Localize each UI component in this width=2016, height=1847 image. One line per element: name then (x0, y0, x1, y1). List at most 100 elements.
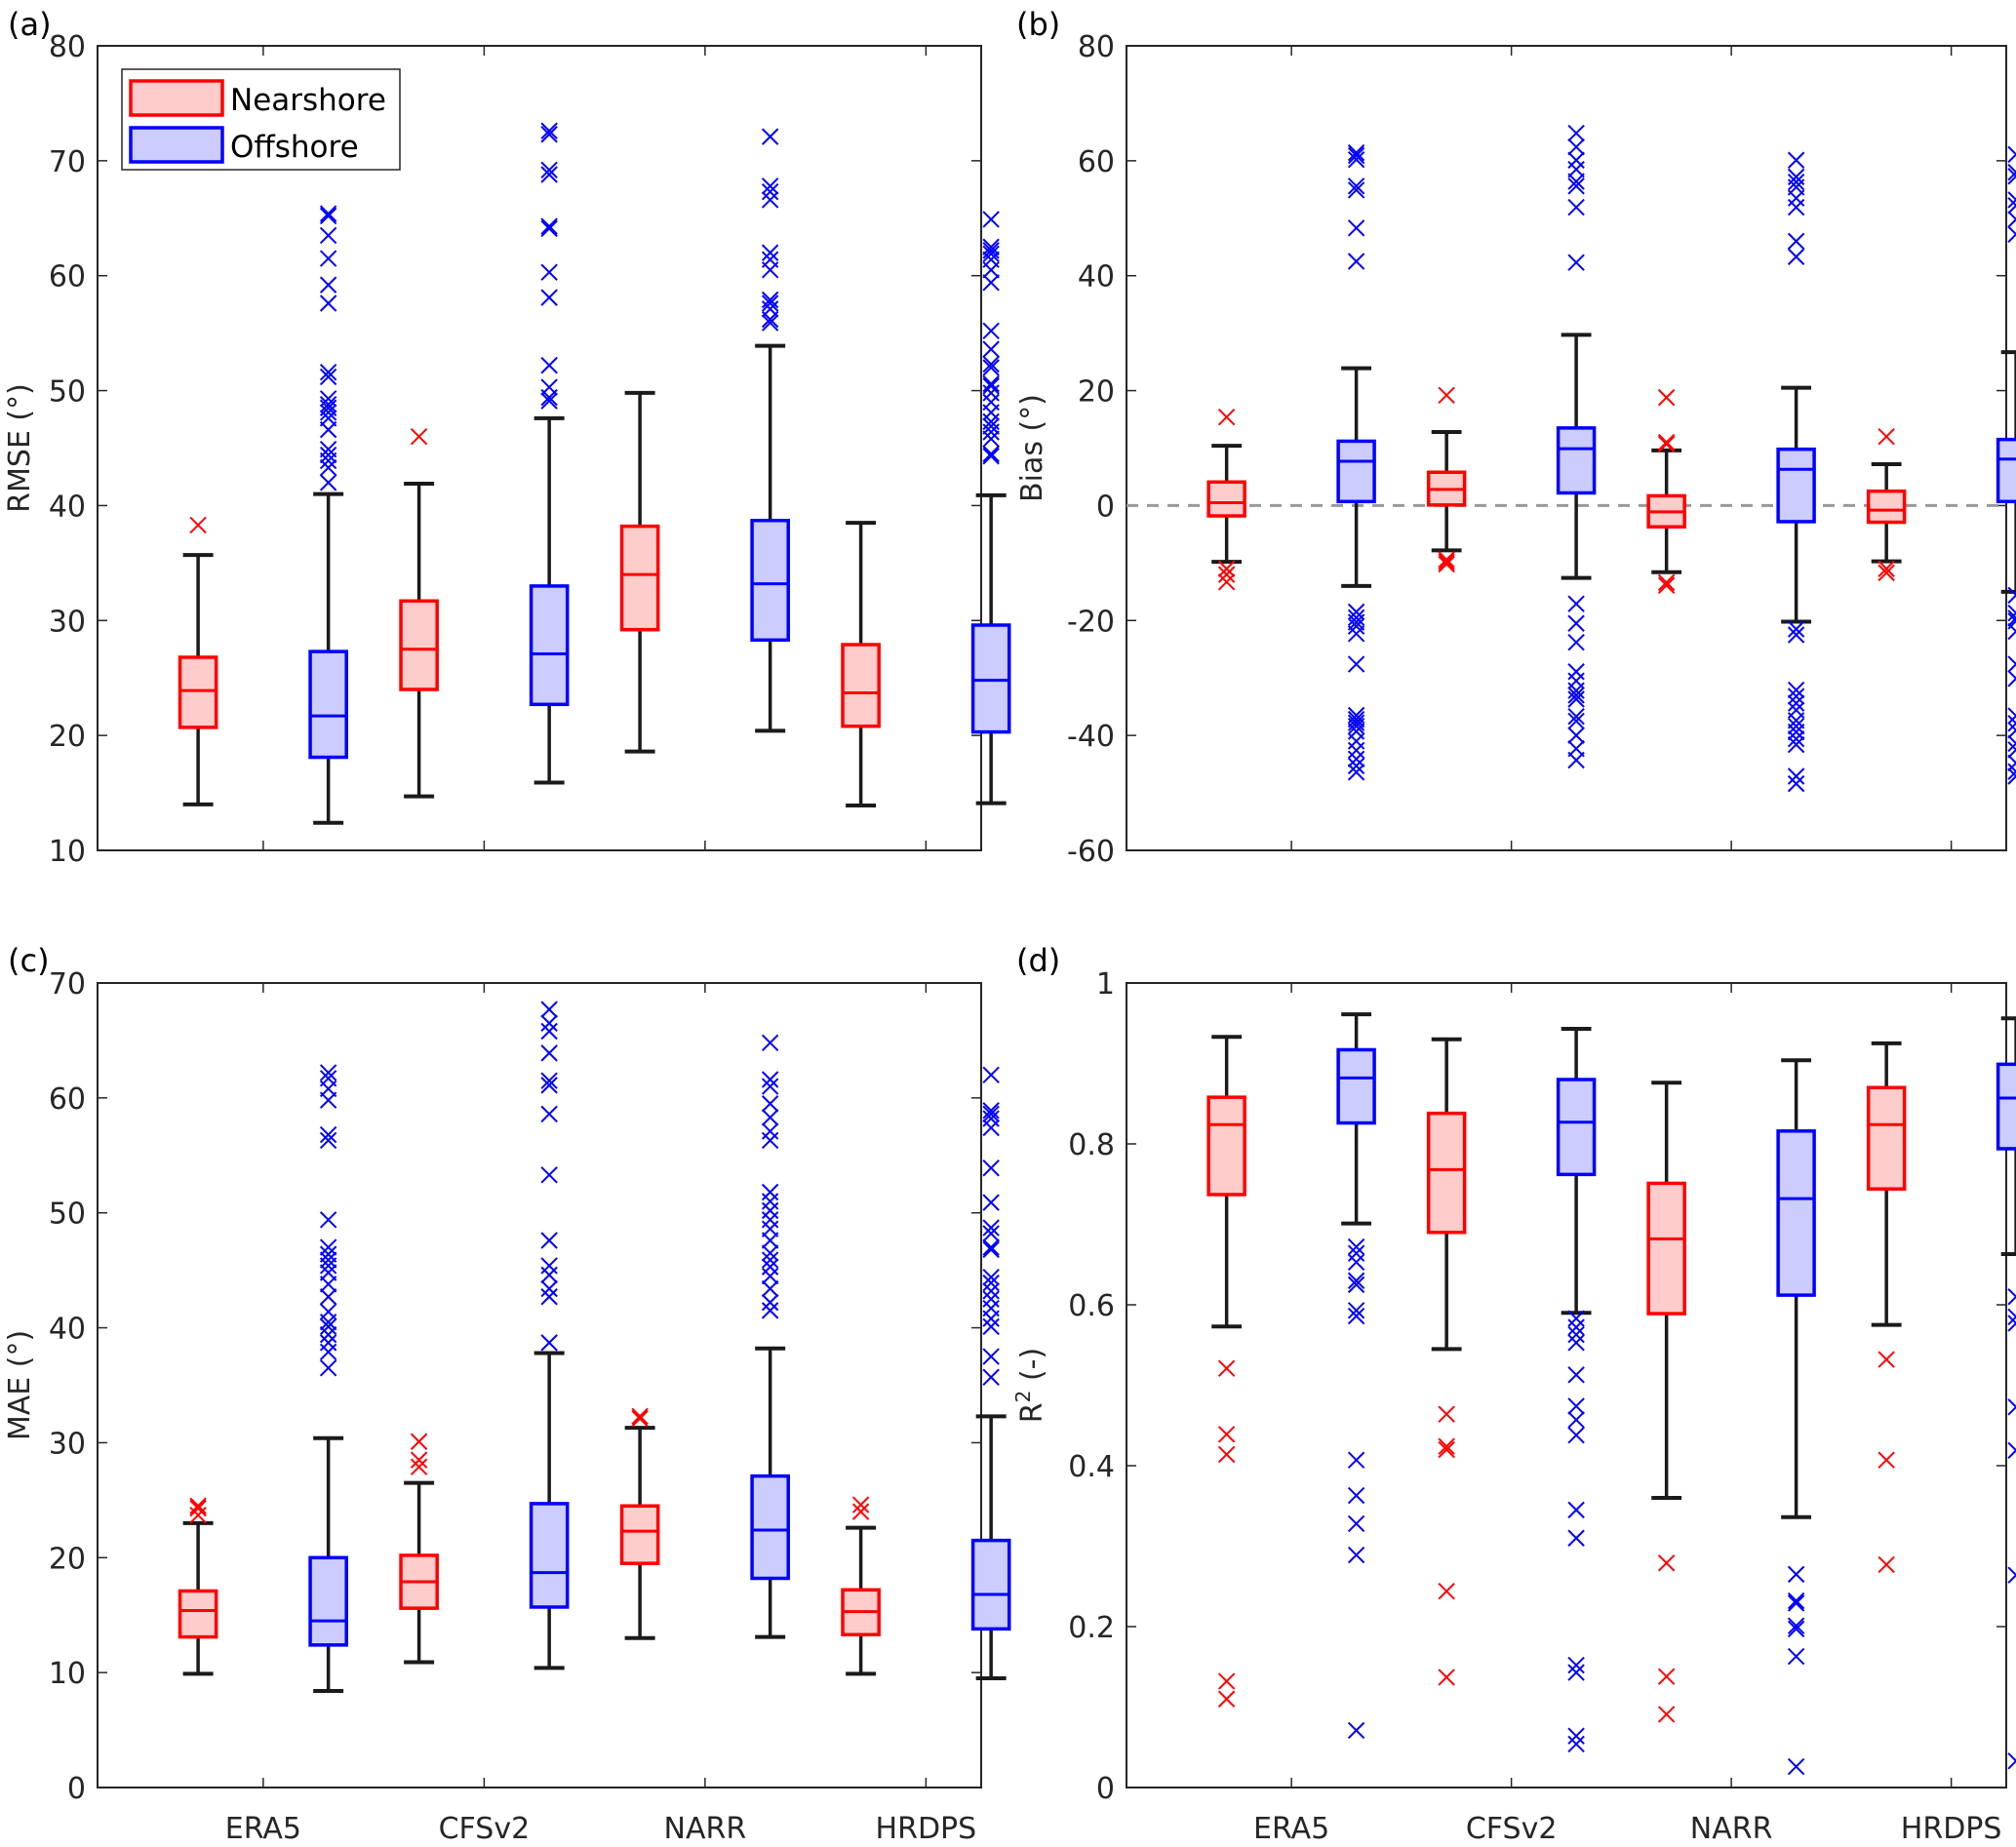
outlier-stroke (540, 1077, 558, 1094)
outlier-marker (1787, 232, 1805, 251)
outlier-marker (1347, 1253, 1365, 1271)
outlier-marker (319, 474, 337, 491)
outlier-stroke (2007, 1449, 2016, 1460)
outlier-marker (1347, 617, 1365, 635)
outlier-marker (2007, 734, 2016, 753)
iqr-box (1426, 1111, 1467, 1235)
outlier-stroke (1878, 1451, 1895, 1469)
outlier-stroke (982, 238, 1000, 255)
box-offshore-era5 (308, 205, 348, 825)
outlier-marker (1567, 160, 1585, 178)
outlier-marker (761, 191, 779, 209)
outlier-marker (1787, 173, 1805, 191)
outlier-stroke (1438, 1405, 1455, 1423)
outlier-stroke (1657, 573, 1676, 592)
outlier-marker (1567, 1366, 1585, 1384)
outlier-marker (761, 1279, 779, 1298)
outlier-marker (2007, 163, 2016, 181)
outlier-stroke (2007, 1759, 2016, 1770)
outlier-marker (319, 1303, 337, 1320)
outlier-marker (2007, 604, 2016, 622)
outlier-marker (982, 1269, 1000, 1286)
outlier-stroke (982, 242, 1000, 259)
outlier-stroke (1878, 1555, 1895, 1574)
outlier-stroke (1438, 386, 1455, 404)
box-offshore-hrdps (1996, 1016, 2016, 1770)
outlier-stroke (1787, 1565, 1805, 1584)
outlier-stroke (1567, 1334, 1585, 1352)
outlier-marker (1567, 124, 1585, 142)
outlier-stroke (1347, 764, 1365, 781)
outlier-stroke (319, 1325, 337, 1344)
outlier-stroke (2007, 211, 2016, 221)
outlier-marker (982, 377, 1000, 395)
legend-label: Nearshore (230, 83, 386, 118)
outlier-stroke (2007, 662, 2016, 673)
outlier-stroke (1657, 1706, 1676, 1723)
outlier-stroke (2007, 1566, 2016, 1577)
y-tick-label: 60 (1078, 145, 1115, 179)
outlier-stroke (982, 359, 1000, 376)
outlier-stroke (319, 390, 337, 408)
outlier-marker (1657, 435, 1676, 453)
outlier-stroke (2007, 1316, 2016, 1326)
outlier-stroke (189, 1499, 207, 1517)
outlier-stroke (761, 1095, 779, 1113)
outlier-stroke (1787, 151, 1805, 169)
outlier-marker (1217, 573, 1236, 591)
outlier-marker (2007, 707, 2016, 725)
outlier-stroke (2007, 145, 2016, 156)
outlier-stroke (982, 1269, 1000, 1286)
outlier-marker (319, 364, 337, 381)
outlier-marker (761, 1095, 779, 1113)
outlier-stroke (2007, 217, 2016, 228)
outlier-stroke (1787, 620, 1805, 638)
outlier-stroke (1567, 1318, 1585, 1336)
y-tick-label: 1 (1096, 967, 1115, 1002)
outlier-stroke (1217, 573, 1236, 591)
outlier-marker (1347, 1486, 1365, 1505)
x-tick-label: HRDPS (1901, 1812, 2002, 1846)
iqr-box (750, 1474, 790, 1581)
iqr-box (1866, 489, 1907, 525)
outlier-marker (982, 274, 1000, 292)
outlier-stroke (982, 430, 1000, 448)
outlier-marker (761, 1071, 779, 1088)
outlier-marker (982, 1159, 1000, 1177)
box-offshore-hrdps (1996, 145, 2016, 785)
outlier-stroke (540, 1166, 558, 1184)
outlier-stroke (1347, 1272, 1365, 1289)
outlier-stroke (1347, 150, 1365, 169)
outlier-marker (761, 314, 779, 332)
outlier-marker (2007, 1566, 2016, 1584)
outlier-stroke (2007, 715, 2016, 726)
outlier-stroke (2007, 722, 2016, 732)
outlier-stroke (982, 1238, 1000, 1256)
outlier-marker (1787, 151, 1805, 169)
outlier-stroke (540, 161, 558, 178)
outlier-stroke (319, 1334, 337, 1352)
outlier-marker (540, 219, 558, 238)
outlier-marker (319, 207, 337, 225)
outlier-stroke (1347, 714, 1365, 731)
outlier-marker (319, 440, 337, 458)
outlier-stroke (319, 205, 337, 222)
outlier-marker (2007, 168, 2016, 185)
outlier-marker (189, 1497, 207, 1514)
legend-item-nearshore: Nearshore (129, 79, 386, 118)
outlier-stroke (1347, 177, 1365, 195)
outlier-marker (319, 446, 337, 464)
outlier-stroke (2007, 1295, 2016, 1306)
outlier-marker (1567, 727, 1585, 744)
outlier-stroke (1567, 1411, 1585, 1429)
box-nearshore-hrdps (1866, 1041, 1907, 1574)
outlier-marker (1657, 1668, 1676, 1685)
x-tick-label: ERA5 (225, 1812, 301, 1846)
outlier-marker (1567, 690, 1585, 708)
box-offshore-cfsv2 (1556, 124, 1597, 769)
y-tick-label: 20 (1078, 375, 1115, 410)
outlier-marker (982, 1299, 1000, 1317)
outlier-stroke (1567, 173, 1585, 190)
y-axis-label: R2 (-) (1011, 1348, 1049, 1423)
outlier-marker (982, 355, 1000, 373)
